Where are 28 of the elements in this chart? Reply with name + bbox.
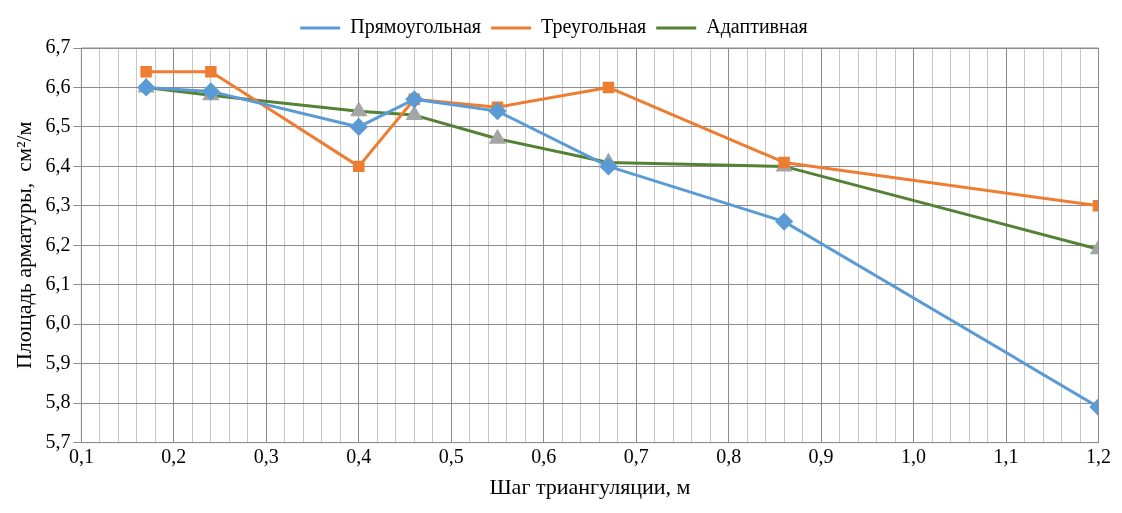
y-tick-label: 6,0 — [45, 311, 71, 334]
legend-label: Прямоугольная — [350, 15, 482, 39]
x-tick-label: 0,4 — [346, 444, 372, 467]
legend-label: Адаптивная — [706, 15, 808, 39]
y-tick-label: 6,1 — [45, 272, 71, 295]
y-tick-label: 6,3 — [45, 193, 71, 216]
y-axis-title: Площадь арматуры, см²/м — [10, 121, 36, 370]
x-tick-label: 0,6 — [531, 444, 557, 467]
x-tick-label: 0,8 — [716, 444, 742, 467]
y-tick-label: 5,9 — [45, 350, 71, 373]
x-tick-label: 0,2 — [161, 444, 187, 467]
x-tick-label: 1,1 — [993, 444, 1019, 467]
x-tick-label: 0,3 — [253, 444, 279, 467]
legend-label: Треугольная — [541, 15, 647, 39]
x-tick-label: 0,9 — [808, 444, 834, 467]
x-tick-label: 1,0 — [901, 444, 927, 467]
y-tick-label: 6,6 — [45, 74, 71, 97]
x-axis-title: Шаг триангуляции, м — [489, 473, 691, 499]
x-tick-label: 0,7 — [623, 444, 649, 467]
y-tick-label: 6,7 — [45, 35, 71, 58]
y-tick-label: 5,7 — [45, 429, 71, 452]
y-tick-label: 6,5 — [45, 114, 71, 137]
y-tick-label: 6,2 — [45, 232, 71, 255]
y-tick-label: 6,4 — [45, 153, 71, 176]
x-tick-label: 0,1 — [68, 444, 94, 467]
y-tick-label: 5,8 — [45, 390, 71, 413]
x-tick-label: 0,5 — [438, 444, 464, 467]
x-tick-label: 1,2 — [1086, 444, 1111, 467]
